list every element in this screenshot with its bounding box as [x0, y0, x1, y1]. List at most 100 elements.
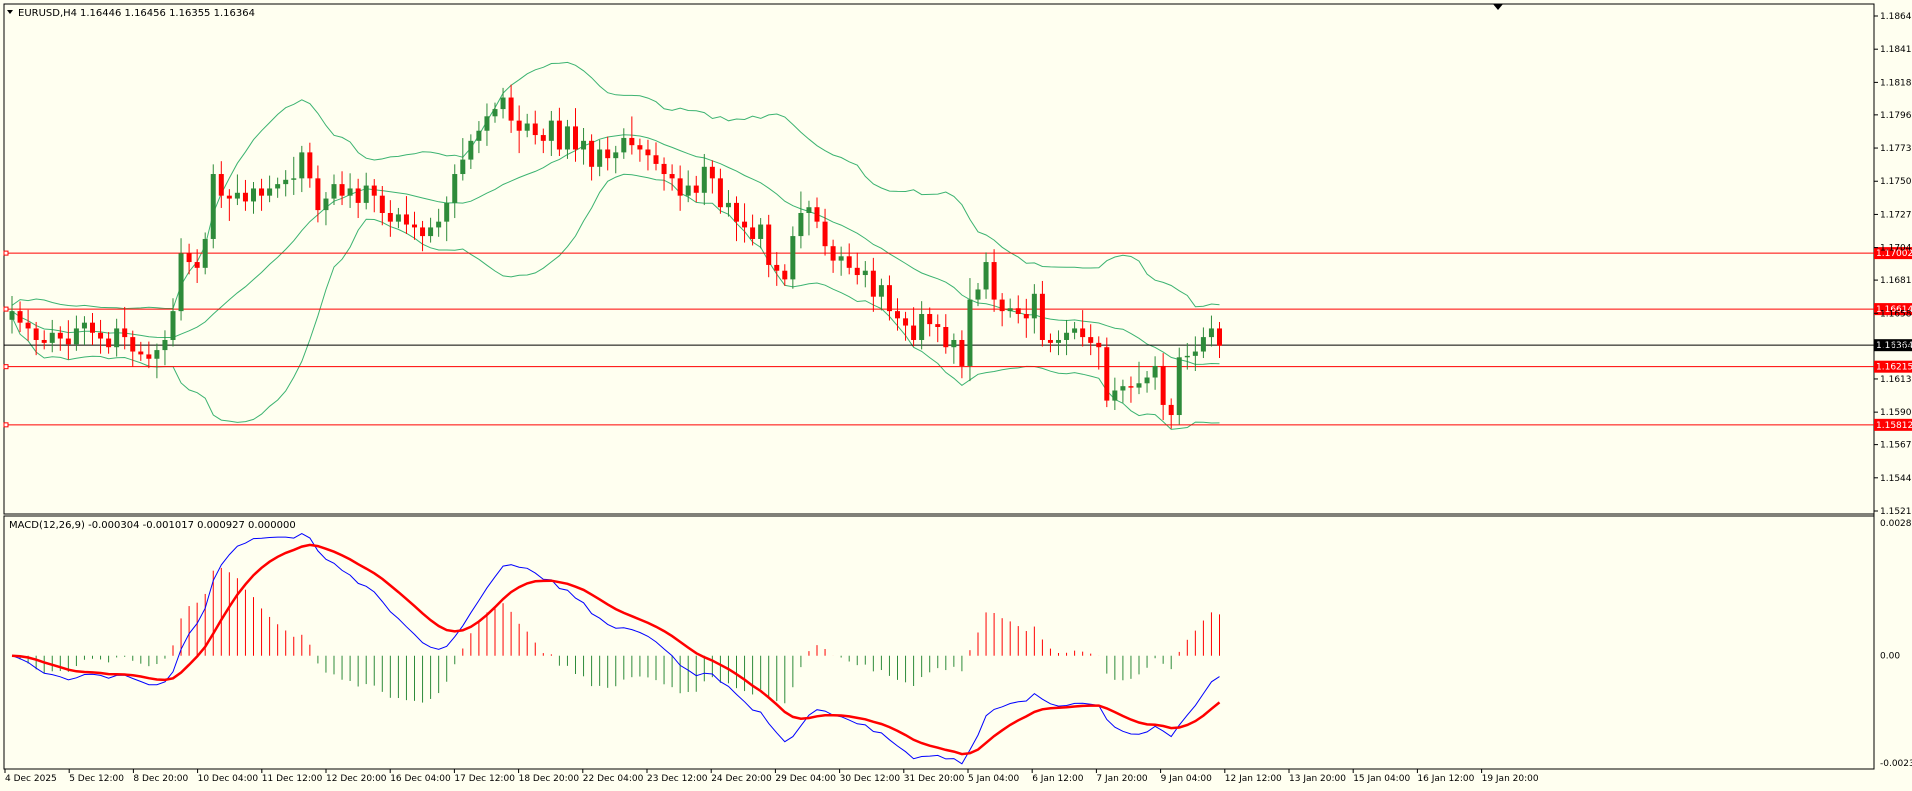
macd-lines	[11, 533, 1221, 765]
time-tick-label: 12 Dec 20:00	[326, 774, 387, 784]
candle-body-bear	[98, 332, 104, 339]
candle-body-bull	[1120, 386, 1126, 391]
candle-body-bear	[750, 227, 756, 239]
price-tick-label: 1.18185	[1880, 78, 1912, 88]
level-anchor-marker	[3, 364, 9, 370]
candle-body-bull	[347, 188, 353, 196]
candle-body-bull	[524, 123, 530, 131]
candle-body-bull	[548, 120, 554, 141]
price-tick-label: 1.18415	[1880, 45, 1912, 55]
candle-body-bear	[1015, 308, 1021, 315]
candle-body-bear	[412, 224, 417, 228]
macd-ticks: 0.002862 0.00 -0.002331	[1880, 519, 1912, 769]
candle-body-bull	[460, 159, 466, 175]
candle-body-bull	[234, 192, 240, 199]
level-price-label: 1.16364	[1876, 341, 1912, 351]
candle-body-bear	[653, 155, 659, 164]
candle-body-bull	[291, 178, 297, 180]
candle-body-bull	[838, 256, 844, 261]
candle-body-bear	[355, 188, 361, 203]
price-tick-label: 1.17270	[1880, 210, 1912, 220]
candle-body-bull	[1007, 308, 1013, 312]
candle-body-bear	[677, 178, 683, 196]
time-tick-label: 6 Jan 12:00	[1032, 774, 1084, 784]
candle-body-bull	[444, 202, 450, 222]
candle-body-bear	[1128, 386, 1134, 388]
candle-body-bear	[17, 311, 23, 323]
candle-body-bear	[886, 285, 892, 312]
time-tick-label: 18 Dec 20:00	[519, 774, 580, 784]
candle-body-bear	[903, 318, 909, 326]
candle-body-bear	[540, 135, 546, 141]
candle-body-bear	[1088, 337, 1094, 343]
candle-body-bear	[943, 326, 949, 348]
candle-body-bear	[589, 140, 595, 167]
candle-body-bear	[782, 270, 788, 280]
candle-body-bull	[476, 130, 482, 141]
candle-body-bear	[1096, 342, 1102, 348]
candle-body-bear	[935, 324, 941, 327]
candle-body-bear	[420, 227, 426, 237]
candle-body-bull	[9, 311, 15, 320]
candle-body-bear	[605, 149, 611, 159]
candle-body-bull	[967, 299, 973, 366]
candle-body-bull	[613, 152, 619, 159]
level-price-label: 1.16614	[1876, 305, 1912, 315]
candle-body-bull	[919, 314, 925, 340]
candle-body-bear	[717, 178, 723, 208]
candle-body-bull	[790, 236, 796, 280]
candle-body-bull	[331, 184, 337, 199]
candle-body-bear	[895, 311, 900, 319]
candle-body-bull	[597, 149, 603, 167]
price-tick-label: 1.16815	[1880, 276, 1912, 286]
candle-body-bull	[492, 109, 498, 117]
candle-body-bear	[556, 120, 562, 150]
candle-body-bull	[1031, 293, 1037, 319]
candle-body-bull	[564, 126, 570, 150]
candle-body-bull	[1192, 351, 1198, 356]
candle-body-bear	[146, 354, 152, 359]
level-price-label: 1.17002	[1876, 249, 1912, 259]
level-price-badge	[1874, 339, 1912, 352]
candle-body-bull	[484, 116, 490, 131]
candle-body-bull	[1112, 390, 1118, 401]
time-tick-label: 31 Dec 20:00	[904, 774, 965, 784]
candle-body-bear	[130, 337, 136, 352]
candle-body-bear	[846, 256, 852, 268]
candle-body-bull	[452, 174, 458, 203]
symbol-menu-icon[interactable]	[7, 10, 13, 14]
candle-body-bull	[428, 227, 434, 237]
candle-body-bull	[862, 270, 868, 276]
candle-body-bull	[975, 289, 981, 300]
candle-body-bear	[999, 299, 1005, 312]
price-tick-label: 1.17960	[1880, 111, 1912, 121]
price-tick-label: 1.15445	[1880, 474, 1912, 484]
candle-body-bull	[581, 140, 587, 150]
candle-body-bull	[806, 207, 812, 213]
time-tick-label: 24 Dec 20:00	[711, 774, 772, 784]
candle-body-bear	[403, 214, 409, 225]
candle-body-bear	[991, 262, 997, 300]
candle-body-bear	[186, 253, 192, 263]
horizontal-levels: 1.17002 1.16614 1.16364 1.16215 1.15812	[3, 247, 1912, 431]
candle-body-bear	[774, 264, 780, 271]
candle-body-bear	[57, 332, 63, 339]
candle-body-bear	[637, 145, 643, 150]
candle-body-bear	[661, 163, 667, 175]
candle-body-bear	[629, 137, 635, 146]
candle-body-bull	[81, 322, 87, 329]
time-tick-label: 15 Jan 04:00	[1353, 774, 1410, 784]
price-tick-label: 1.18645	[1880, 12, 1912, 22]
macd-line	[11, 533, 1220, 765]
bollinger-lower-band	[11, 173, 1220, 430]
chart-shift-marker-icon[interactable]	[1493, 4, 1503, 10]
candle-body-bear	[307, 152, 313, 179]
time-tick-label: 23 Dec 12:00	[647, 774, 708, 784]
level-anchor-marker	[3, 422, 9, 428]
symbol-title: EURUSD,H4	[18, 8, 77, 19]
candle-body-bear	[1104, 347, 1110, 401]
price-tick-label: 1.16355	[1880, 342, 1912, 352]
time-tick-label: 9 Jan 04:00	[1161, 774, 1213, 784]
candle-body-bull	[363, 185, 369, 203]
level-price-badge	[1874, 303, 1912, 316]
